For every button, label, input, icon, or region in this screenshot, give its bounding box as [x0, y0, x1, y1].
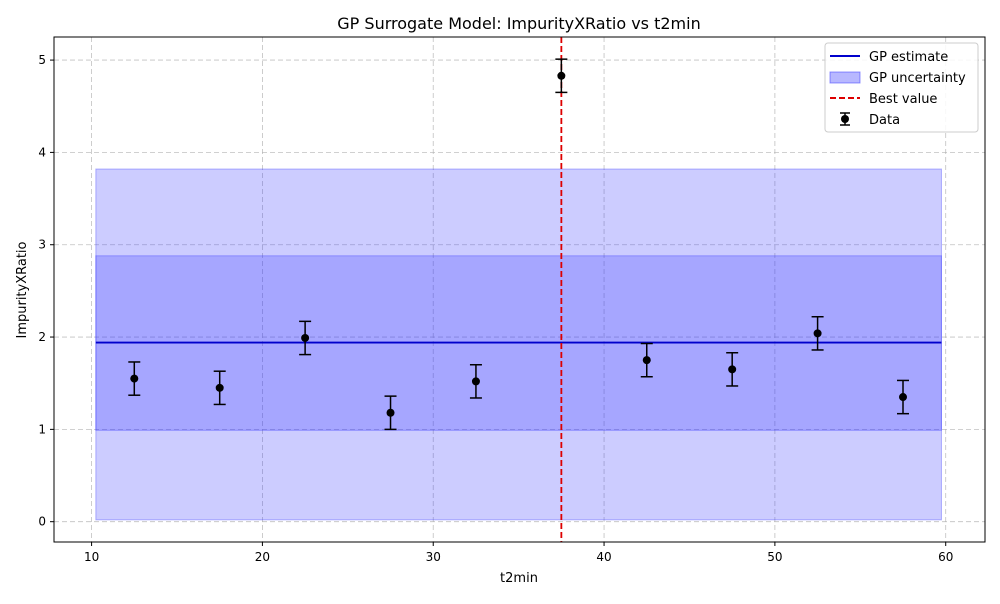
legend-data-label: Data	[869, 113, 900, 128]
x-axis-label: t2min	[500, 571, 538, 586]
legend-data-marker	[841, 115, 849, 123]
y-tick-label: 3	[38, 238, 46, 252]
data-points-layer	[128, 58, 910, 431]
legend-gp-uncertainty-swatch	[829, 71, 861, 84]
y-axis-label: ImpurityXRatio	[15, 241, 30, 338]
legend-best-value-label: Best value	[869, 92, 937, 107]
x-tick-label: 60	[938, 550, 953, 564]
x-tick-label: 50	[767, 550, 782, 564]
data-point	[471, 377, 480, 386]
legend-gp-uncertainty-label: GP uncertainty	[869, 71, 966, 86]
uncertainty-bands	[95, 168, 942, 521]
chart-title: GP Surrogate Model: ImpurityXRatio vs t2…	[337, 14, 700, 33]
plot-frame	[53, 36, 986, 543]
data-point	[642, 356, 651, 365]
data-point	[899, 393, 908, 402]
x-tick-label: 40	[596, 550, 611, 564]
data-point	[557, 71, 566, 80]
legend: GP estimate GP uncertainty Best value Da…	[824, 42, 979, 133]
gp-estimate-layer	[95, 37, 942, 542]
y-tick-label: 2	[38, 330, 46, 344]
y-tick-label: 0	[38, 515, 46, 529]
data-point	[301, 333, 310, 342]
y-tick-label: 4	[38, 145, 46, 159]
y-axis-ticks: 0 1 2 3 4 5	[38, 53, 54, 529]
x-tick-label: 30	[426, 550, 441, 564]
x-tick-label: 10	[84, 550, 99, 564]
y-tick-label: 1	[38, 422, 46, 436]
y-tick-label: 5	[38, 53, 46, 67]
x-axis-ticks: 10 20 30 40 50 60	[84, 542, 953, 564]
data-point	[130, 374, 139, 383]
uncertainty-band-1	[95, 168, 942, 521]
data-point	[215, 383, 224, 392]
data-point	[386, 408, 395, 417]
legend-gp-estimate-label: GP estimate	[869, 50, 948, 65]
data-point	[728, 365, 737, 374]
data-point	[813, 329, 822, 338]
x-tick-label: 20	[255, 550, 270, 564]
legend-box	[824, 42, 979, 133]
grid-lines	[54, 37, 985, 542]
